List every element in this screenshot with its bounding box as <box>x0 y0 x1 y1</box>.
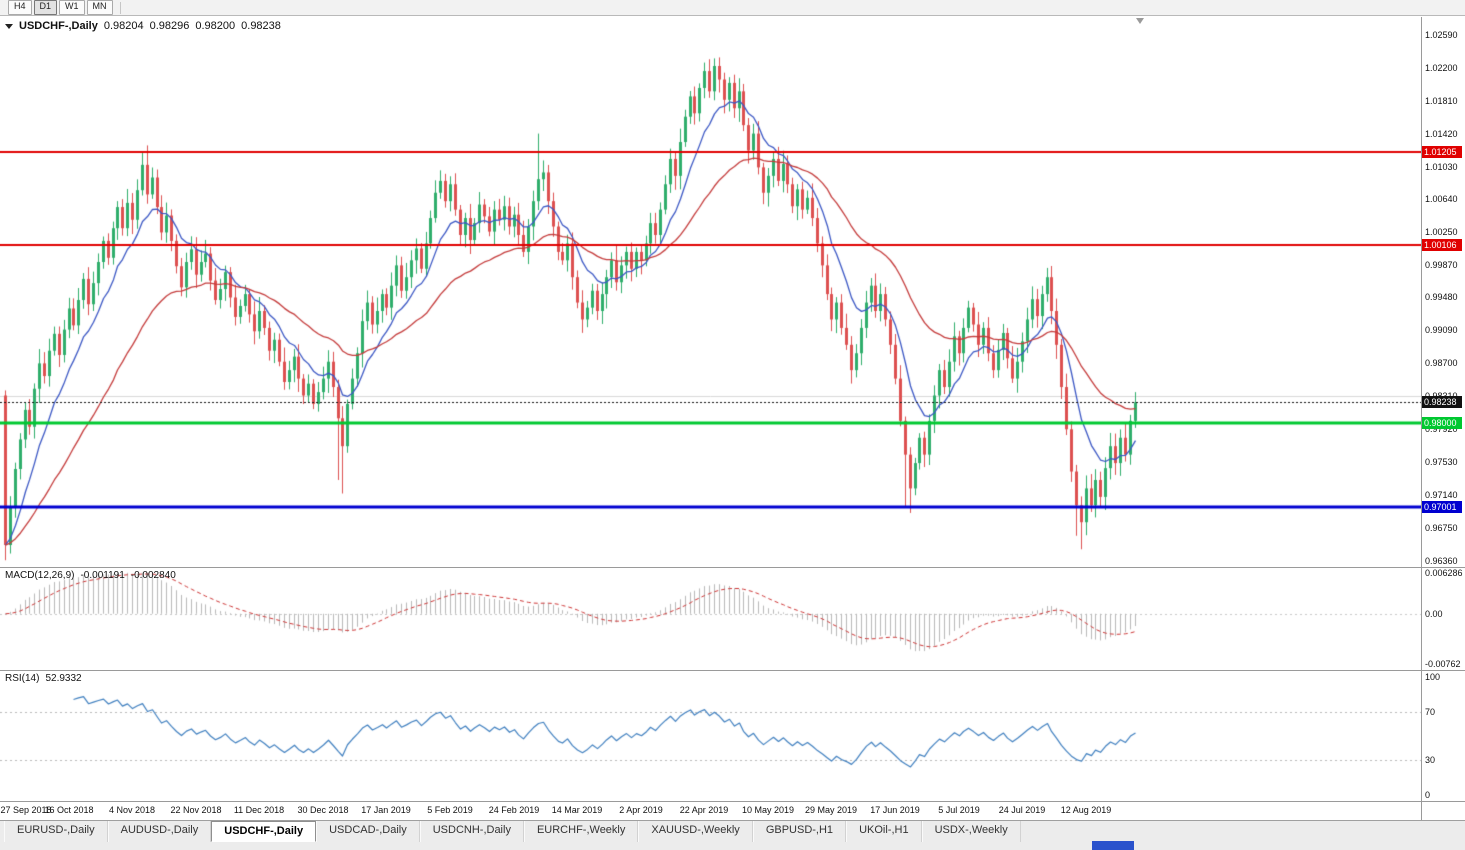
date-tick-label: 5 Feb 2019 <box>427 805 473 815</box>
pane-divider[interactable] <box>0 670 1465 671</box>
chart-tab-eurusd[interactable]: EURUSD-,Daily <box>4 821 108 842</box>
timeframe-toolbar: H4 D1 W1 MN <box>0 0 1465 16</box>
pane-divider[interactable] <box>0 567 1465 568</box>
price-axis[interactable]: 1.02590 1.02200 1.01810 1.01420 1.01030 1.006… <box>1421 17 1465 567</box>
axis-corner <box>1421 802 1465 820</box>
price-tick-label: 0.98310 <box>1425 391 1458 401</box>
macd-label: MACD(12,26,9) <box>5 570 75 581</box>
chart-window: USDCHF-,Daily 0.98204 0.98296 0.98200 0.… <box>0 17 1465 820</box>
date-tick-label: 29 May 2019 <box>804 805 858 815</box>
chart-tabs-bar: EURUSD-,Daily AUDUSD-,Daily USDCHF-,Daily U… <box>0 820 1465 850</box>
price-tick-label: 1.01420 <box>1425 128 1458 139</box>
price-tick-label: 1.00250 <box>1425 227 1458 238</box>
macd-pane: MACD(12,26,9) -0.001191 -0.002840 0.0062… <box>0 568 1465 670</box>
rsi-pane: RSI(14) 52.9332 100 70 30 0 <box>0 671 1465 801</box>
pane-divider[interactable] <box>0 801 1465 802</box>
chart-tab-usdcad[interactable]: USDCAD-,Daily <box>316 821 420 842</box>
rsi-tick-label: 30 <box>1425 754 1436 765</box>
price-tick-label: 0.98700 <box>1425 358 1458 369</box>
chart-tab-usdchf[interactable]: USDCHF-,Daily <box>211 821 317 842</box>
macd-title: MACD(12,26,9) -0.001191 -0.002840 <box>5 570 176 581</box>
chart-symbol-label: USDCHF-,Daily <box>19 20 98 32</box>
price-tick-label: 0.97530 <box>1425 457 1458 468</box>
chart-tab-gbpusd[interactable]: GBPUSD-,H1 <box>752 821 847 842</box>
price-line-tag: 0.97001 <box>1422 500 1462 513</box>
chart-tab-xauusd[interactable]: XAUUSD-,Weekly <box>638 821 753 842</box>
date-tick-label: 27 Sep 2018 <box>0 805 52 815</box>
price-line-tag: 0.98238 <box>1422 396 1462 409</box>
chart-tab-ukoil[interactable]: UKOil-,H1 <box>846 821 922 842</box>
price-tick-label: 0.97140 <box>1425 490 1458 501</box>
price-line-tag: 1.01205 <box>1422 145 1462 158</box>
macd-tick-label: -0.00762 <box>1425 658 1461 669</box>
symbol-dropdown-icon <box>5 23 13 29</box>
rsi-tick-label: 100 <box>1425 672 1441 682</box>
ohlc-open-value: 0.98204 <box>103 20 144 32</box>
price-tick-label: 1.00640 <box>1425 194 1458 205</box>
timeframe-button-w1[interactable]: W1 <box>59 0 85 15</box>
rsi-chart-canvas[interactable] <box>0 671 1421 801</box>
background-window-fragment <box>1092 841 1134 850</box>
price-tick-label: 1.02200 <box>1425 62 1458 73</box>
price-chart-canvas[interactable] <box>0 17 1421 567</box>
date-tick-label: 2 Apr 2019 <box>619 805 663 815</box>
date-tick-label: 22 Nov 2018 <box>170 805 222 815</box>
price-line-tag: 1.00106 <box>1422 238 1462 251</box>
date-tick-label: 30 Dec 2018 <box>297 805 349 815</box>
price-tick-label: 1.02590 <box>1425 29 1458 40</box>
rsi-tick-label: 70 <box>1425 707 1436 718</box>
price-tick-label: 0.99480 <box>1425 292 1458 303</box>
macd-chart-canvas[interactable] <box>0 568 1421 670</box>
macd-axis[interactable]: 0.006286 0.00 -0.00762 <box>1421 568 1465 670</box>
timeframe-button-d1[interactable]: D1 <box>33 0 58 15</box>
toolbar-separator <box>119 1 121 14</box>
rsi-tick-label: 0 <box>1425 790 1431 800</box>
timeframe-button-mn[interactable]: MN <box>86 0 113 15</box>
ohlc-high-value: 0.98296 <box>149 20 190 32</box>
date-tick-label: 5 Jul 2019 <box>938 805 980 815</box>
price-tick-label: 0.96750 <box>1425 523 1458 534</box>
date-tick-label: 12 Aug 2019 <box>1060 805 1112 815</box>
timeframe-button-h4[interactable]: H4 <box>8 0 32 15</box>
date-tick-label: 14 Mar 2019 <box>551 805 603 815</box>
price-tick-label: 1.01810 <box>1425 95 1458 106</box>
date-tick-label: 22 Apr 2019 <box>679 805 729 815</box>
rsi-value: 52.9332 <box>45 673 82 684</box>
chart-tab-eurchf[interactable]: EURCHF-,Weekly <box>523 821 639 842</box>
ohlc-close-value: 0.98238 <box>241 20 281 32</box>
date-tick-label: 4 Nov 2018 <box>108 805 156 815</box>
date-tick-label: 17 Jun 2019 <box>870 805 920 815</box>
price-tick-label: 0.96360 <box>1425 556 1458 567</box>
price-tick-label: 0.97920 <box>1425 424 1458 435</box>
rsi-axis[interactable]: 100 70 30 0 <box>1421 671 1465 801</box>
price-tick-label: 0.99090 <box>1425 325 1458 336</box>
date-tick-label: 24 Feb 2019 <box>488 805 540 815</box>
date-tick-label: 24 Jul 2019 <box>998 805 1046 815</box>
price-tick-label: 1.01030 <box>1425 161 1458 172</box>
macd-main-value: -0.001191 <box>80 570 125 581</box>
date-tick-label: 17 Jan 2019 <box>361 805 411 815</box>
price-pane: USDCHF-,Daily 0.98204 0.98296 0.98200 0.… <box>0 17 1465 567</box>
price-tick-label: 0.99870 <box>1425 259 1458 270</box>
chart-tab-usdcnh[interactable]: USDCNH-,Daily <box>419 821 524 842</box>
ohlc-low-value: 0.98200 <box>195 20 236 32</box>
time-axis[interactable]: 27 Sep 2018 16 Oct 2018 4 Nov 2018 22 Nov 2… <box>0 802 1465 820</box>
chart-title: USDCHF-,Daily 0.98204 0.98296 0.98200 0.… <box>5 20 281 32</box>
chart-tab-usdx[interactable]: USDX-,Weekly <box>921 821 1021 842</box>
date-tick-label: 16 Oct 2018 <box>44 805 94 815</box>
date-tick-label: 11 Dec 2018 <box>233 805 285 815</box>
macd-signal-value: -0.002840 <box>130 570 176 581</box>
price-line-tag: 0.98000 <box>1422 416 1462 429</box>
rsi-label: RSI(14) <box>5 673 40 684</box>
chart-shift-marker-icon[interactable] <box>1136 18 1144 24</box>
macd-tick-label: 0.006286 <box>1425 567 1463 578</box>
macd-tick-label: 0.00 <box>1425 608 1443 619</box>
date-tick-label: 10 May 2019 <box>741 805 795 815</box>
rsi-title: RSI(14) 52.9332 <box>5 673 82 684</box>
chart-tab-audusd[interactable]: AUDUSD-,Daily <box>107 821 212 842</box>
